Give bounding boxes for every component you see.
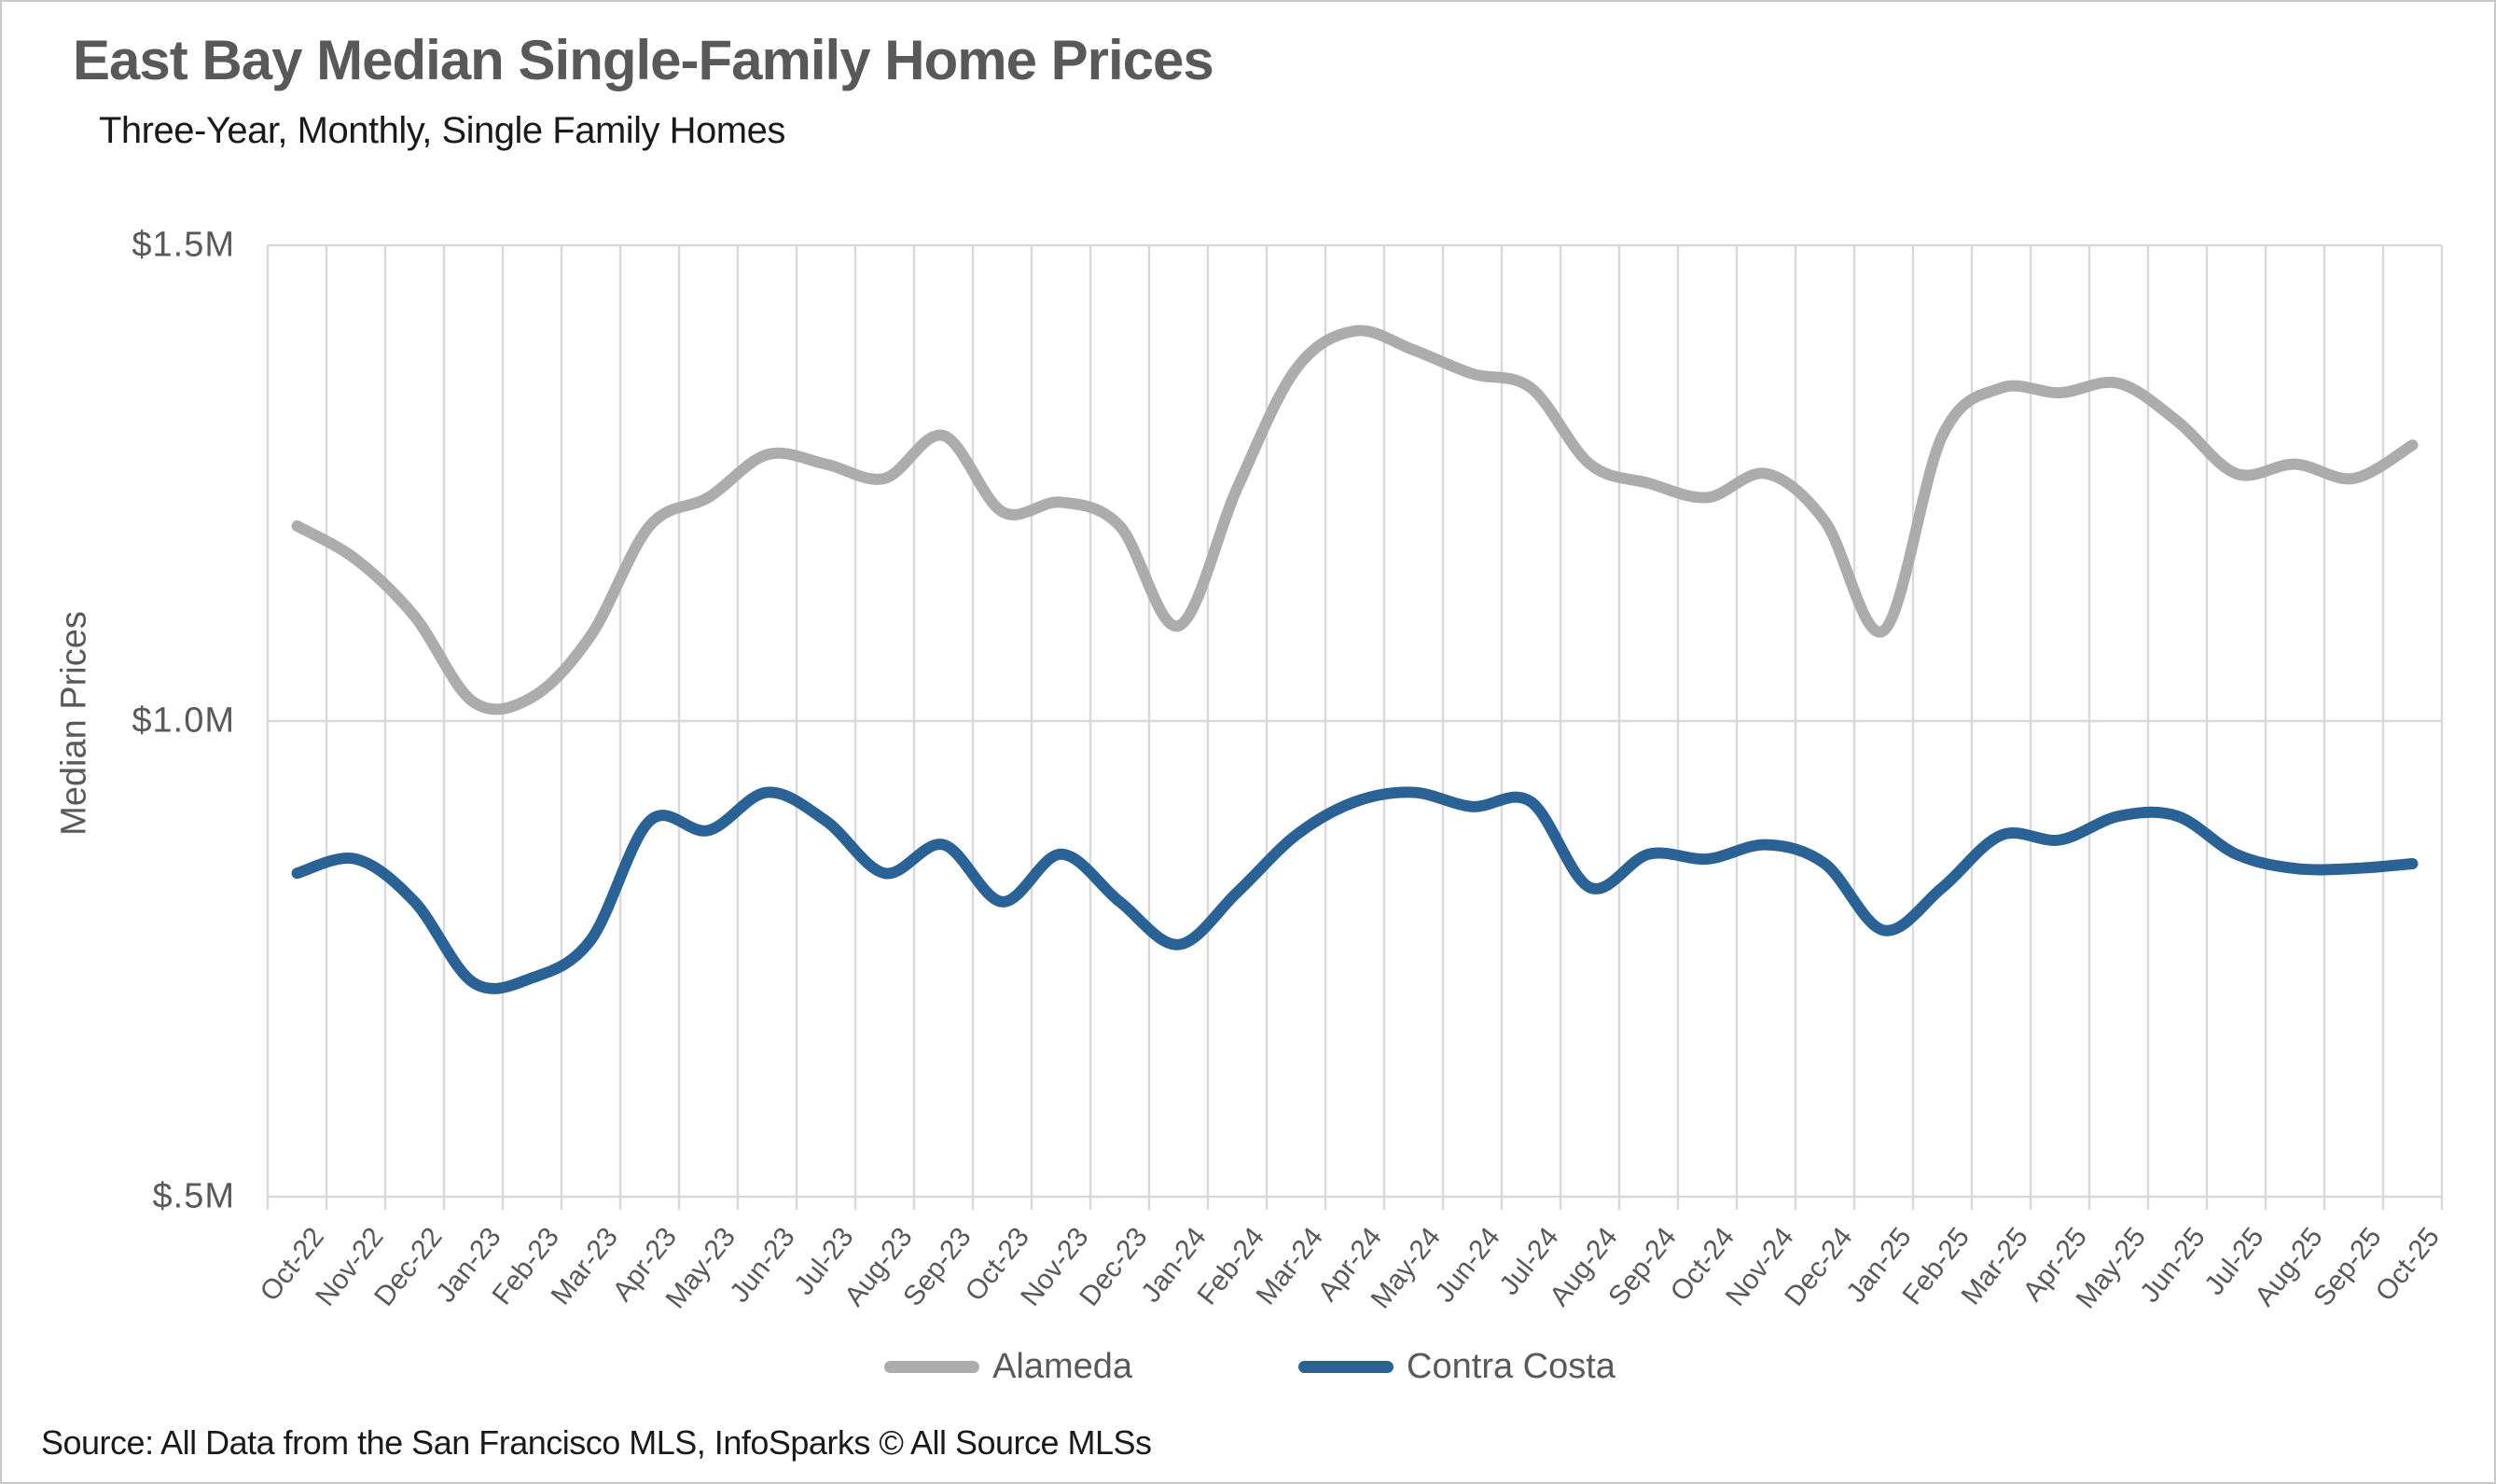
- alameda-line: [291, 325, 2419, 715]
- y-tick-label: $1.5M: [132, 225, 235, 265]
- page-title: East Bay Median Single-Family Home Price…: [73, 29, 1214, 91]
- contra-costa-line: [291, 786, 2419, 994]
- legend-label-alameda: Alameda: [992, 1347, 1133, 1386]
- contra-costa-line-swatch: [1298, 1361, 1394, 1373]
- chart-legend: Alameda Contra Costa: [2, 1347, 2494, 1387]
- y-tick-label: $.5M: [152, 1176, 235, 1216]
- y-tick-label: $1.0M: [132, 700, 235, 741]
- legend-item-alameda: Alameda: [884, 1347, 1132, 1387]
- page-subtitle: Three-Year, Monthly, Single Family Homes: [99, 110, 785, 151]
- legend-label-contra-costa: Contra Costa: [1407, 1347, 1615, 1386]
- source-attribution: Source: All Data from the San Francisco …: [41, 1423, 1152, 1462]
- alameda-line-swatch: [884, 1361, 980, 1373]
- legend-item-contra-costa: Contra Costa: [1298, 1347, 1615, 1387]
